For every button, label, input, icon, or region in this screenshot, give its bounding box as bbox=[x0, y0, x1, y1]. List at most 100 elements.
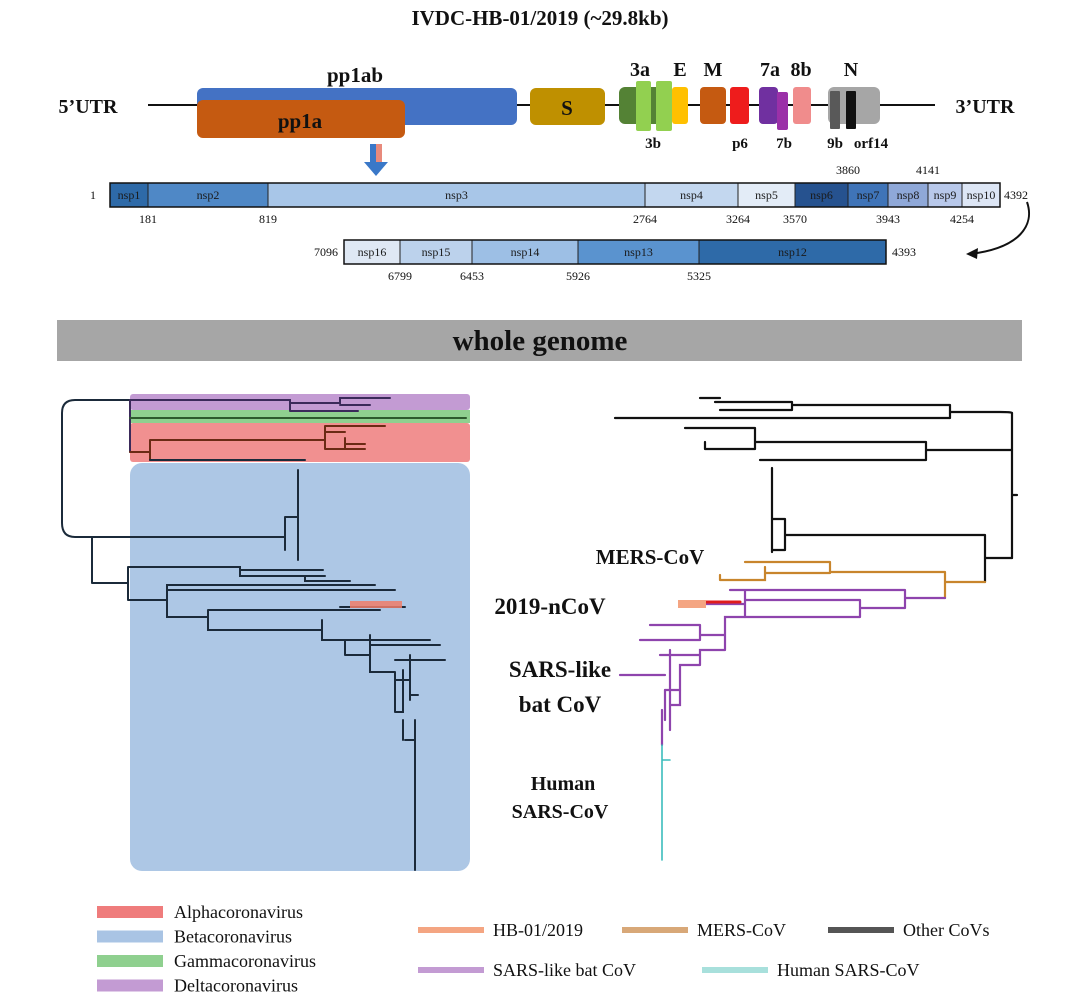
legend-swatch bbox=[97, 955, 163, 967]
nsp-boundary-position: 181 bbox=[139, 212, 157, 226]
gene-3b-part2 bbox=[656, 81, 672, 131]
legend-swatch bbox=[97, 979, 163, 992]
nsp-end-position: 4393 bbox=[892, 245, 916, 259]
nsp-bar-top: nsp1 nsp2 nsp3 nsp4 nsp5 nsp6 nsp7 nsp8 nsp9 nsp1… bbox=[90, 163, 1028, 226]
gene-E-label: E bbox=[673, 59, 686, 81]
continuation-arrow bbox=[969, 201, 1031, 255]
gene-M bbox=[700, 87, 726, 124]
gene-N-label: N bbox=[844, 59, 859, 81]
alpha-shade bbox=[130, 423, 470, 462]
gene-orf14-label: orf14 bbox=[854, 136, 889, 152]
gene-3b-label: 3b bbox=[645, 136, 661, 152]
clade-label-human-line1: Human bbox=[531, 773, 595, 795]
nsp-boundary-position: 6799 bbox=[388, 269, 412, 283]
hb01-highlight-left bbox=[350, 601, 402, 608]
nsp-segment-nsp15 bbox=[399, 239, 473, 265]
gene-S bbox=[530, 88, 605, 125]
gene-7a bbox=[759, 87, 778, 124]
gene-p6-label: p6 bbox=[732, 136, 748, 152]
nsp-bar-outline bbox=[343, 239, 887, 265]
nsp-boundary-position: 3264 bbox=[726, 212, 750, 226]
utr5-label: 5’UTR bbox=[59, 96, 118, 118]
utr3-label: 3’UTR bbox=[956, 96, 1015, 118]
legend-label: Betacoronavirus bbox=[174, 927, 292, 947]
phylogenetic-tree-genus bbox=[61, 397, 467, 871]
phylogenetic-tree-lineage bbox=[613, 396, 1019, 861]
legend-line bbox=[622, 927, 688, 933]
legend-line bbox=[828, 927, 894, 933]
legend-line bbox=[702, 967, 768, 973]
gene-E bbox=[672, 87, 688, 124]
nsp-label: nsp2 bbox=[197, 188, 220, 202]
legend-label: Gammacoronavirus bbox=[174, 951, 316, 971]
nsp-segment-nsp14 bbox=[471, 239, 579, 265]
nsp-boundary-position: 3570 bbox=[783, 212, 807, 226]
legend-label: Human SARS-CoV bbox=[777, 960, 920, 980]
nsp-label: nsp8 bbox=[897, 188, 920, 202]
clade-label-mers: MERS-CoV bbox=[596, 545, 705, 569]
legend-line bbox=[418, 967, 484, 973]
nsp-bar-bottom: nsp16 nsp15 nsp14 nsp13 nsp12 7096 4393 6799 645… bbox=[314, 239, 916, 283]
nsp-label: nsp10 bbox=[967, 188, 996, 202]
genus-shading bbox=[130, 394, 470, 871]
gene-M-label: M bbox=[704, 59, 723, 81]
nsp-start-position: 1 bbox=[90, 188, 96, 202]
gene-p6 bbox=[730, 87, 749, 124]
gene-orf14 bbox=[846, 91, 856, 129]
hb01-highlight-right bbox=[678, 600, 706, 608]
nsp-boundary-position: 819 bbox=[259, 212, 277, 226]
nsp-boundary-position: 3860 bbox=[836, 163, 860, 177]
gene-3b-part1 bbox=[636, 81, 651, 131]
clade-label-human-line2: SARS-CoV bbox=[512, 801, 609, 823]
nsp-label: nsp7 bbox=[857, 188, 880, 202]
gene-7b bbox=[777, 92, 788, 130]
nsp-boundary-position: 4141 bbox=[916, 163, 940, 177]
nsp-bar-outline bbox=[109, 182, 1001, 208]
nsp-boundary-position: 5325 bbox=[687, 269, 711, 283]
figure-title: IVDC-HB-01/2019 (~29.8kb) bbox=[411, 6, 668, 30]
gene-7a-label: 7a bbox=[760, 59, 780, 81]
legend-label: SARS-like bat CoV bbox=[493, 960, 636, 980]
clade-label-2019-ncov: 2019-nCoV bbox=[494, 594, 606, 619]
clade-label-sars-like-line2: bat CoV bbox=[519, 692, 602, 717]
nsp-label: nsp9 bbox=[934, 188, 957, 202]
nsp-label: nsp12 bbox=[778, 245, 807, 259]
legend-genus: Alphacoronavirus Betacoronavirus Gammacoro… bbox=[97, 902, 316, 996]
gamma-shade bbox=[130, 410, 470, 423]
gene-3a-label: 3a bbox=[630, 59, 650, 81]
gene-pp1a-label: pp1a bbox=[278, 109, 323, 133]
legend-lineage: HB-01/2019 MERS-CoV Other CoVs SARS-like ba… bbox=[418, 920, 990, 980]
nsp-label: nsp4 bbox=[680, 188, 703, 202]
nsp-label: nsp3 bbox=[445, 188, 468, 202]
nsp-segment-nsp12 bbox=[698, 239, 887, 265]
nsp-boundary-position: 3943 bbox=[876, 212, 900, 226]
gene-8b-label: 8b bbox=[790, 59, 811, 81]
genome-map: 5’UTR 3’UTR pp1ab pp1a S 3a E M 7a 8b N … bbox=[59, 59, 1015, 176]
nsp-label: nsp6 bbox=[810, 188, 833, 202]
gene-pp1ab-label: pp1ab bbox=[327, 63, 383, 87]
nsp-start-position: 7096 bbox=[314, 245, 338, 259]
nsp-segment-nsp8 bbox=[887, 182, 929, 208]
gene-pp1a bbox=[197, 100, 405, 138]
nsp-boundary-position: 6453 bbox=[460, 269, 484, 283]
nsp-boundary-position: 5926 bbox=[566, 269, 590, 283]
nsp-label: nsp1 bbox=[118, 188, 141, 202]
banner-title: whole genome bbox=[453, 325, 628, 357]
legend-label: Other CoVs bbox=[903, 920, 990, 940]
gene-S-label: S bbox=[561, 96, 573, 120]
gene-7b-label: 7b bbox=[776, 136, 792, 152]
down-arrow-icon bbox=[364, 144, 388, 176]
gene-9b bbox=[830, 91, 840, 129]
legend-label: Alphacoronavirus bbox=[174, 902, 303, 922]
legend-label: HB-01/2019 bbox=[493, 920, 583, 940]
banner bbox=[57, 320, 1022, 361]
legend-swatch bbox=[97, 930, 163, 943]
legend-swatch bbox=[97, 906, 163, 918]
nsp-label: nsp13 bbox=[624, 245, 653, 259]
nsp-end-position: 4392 bbox=[1004, 188, 1028, 202]
nsp-label: nsp5 bbox=[755, 188, 778, 202]
beta-shade bbox=[130, 463, 470, 871]
nsp-boundary-position: 4254 bbox=[950, 212, 974, 226]
legend-line bbox=[418, 927, 484, 933]
